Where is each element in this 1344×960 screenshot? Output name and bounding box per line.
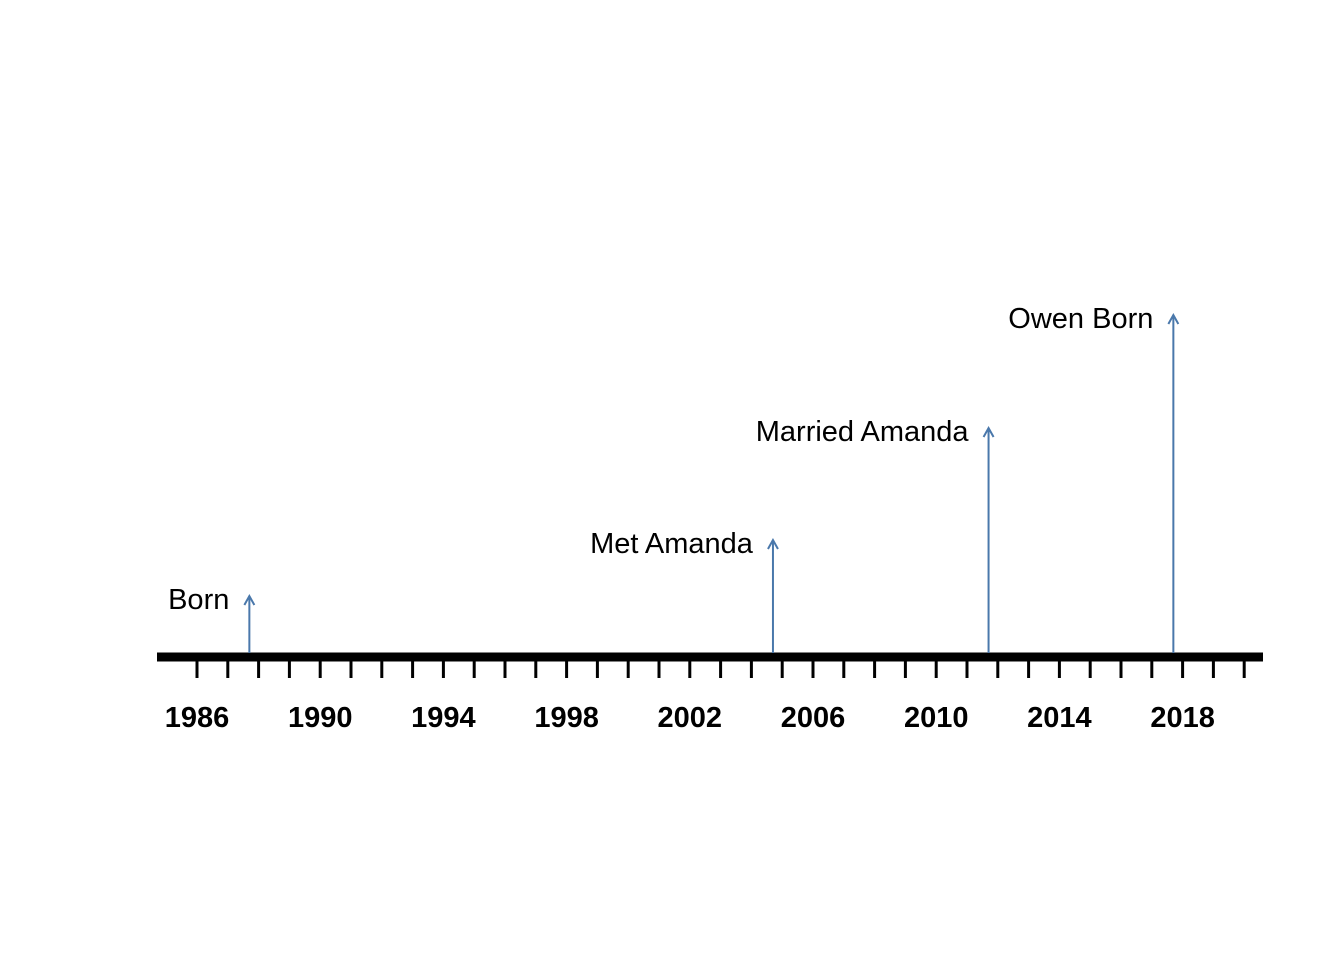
event-label: Married Amanda xyxy=(756,416,970,448)
event-marker: Met Amanda xyxy=(590,528,779,653)
event-arrow-head xyxy=(243,593,256,606)
tick-label: 2018 xyxy=(1150,702,1215,734)
event-marker: Born xyxy=(168,584,256,653)
event-arrow-head xyxy=(767,537,779,550)
event-label: Born xyxy=(168,584,229,616)
tick-label: 2014 xyxy=(1027,702,1092,734)
event-label: Owen Born xyxy=(1008,303,1153,335)
tick-label: 1986 xyxy=(165,702,230,734)
event-arrow-head xyxy=(982,425,995,438)
event-label: Met Amanda xyxy=(590,528,754,560)
event-arrow-head xyxy=(1167,312,1180,325)
tick-label: 1998 xyxy=(534,702,599,734)
tick-label: 1994 xyxy=(411,702,476,734)
tick-label: 2002 xyxy=(658,702,723,734)
event-marker: Married Amanda xyxy=(756,416,995,653)
tick-label: 2010 xyxy=(904,702,969,734)
tick-labels: 1986 1990 1994 1998 2002 2006 2010 2014 2018 xyxy=(165,702,1215,734)
event-markers: Born Met Amanda Married Amanda Owen Born xyxy=(168,303,1180,653)
tick-label: 2006 xyxy=(781,702,846,734)
event-marker: Owen Born xyxy=(1008,303,1180,653)
tick-label: 1990 xyxy=(288,702,353,734)
